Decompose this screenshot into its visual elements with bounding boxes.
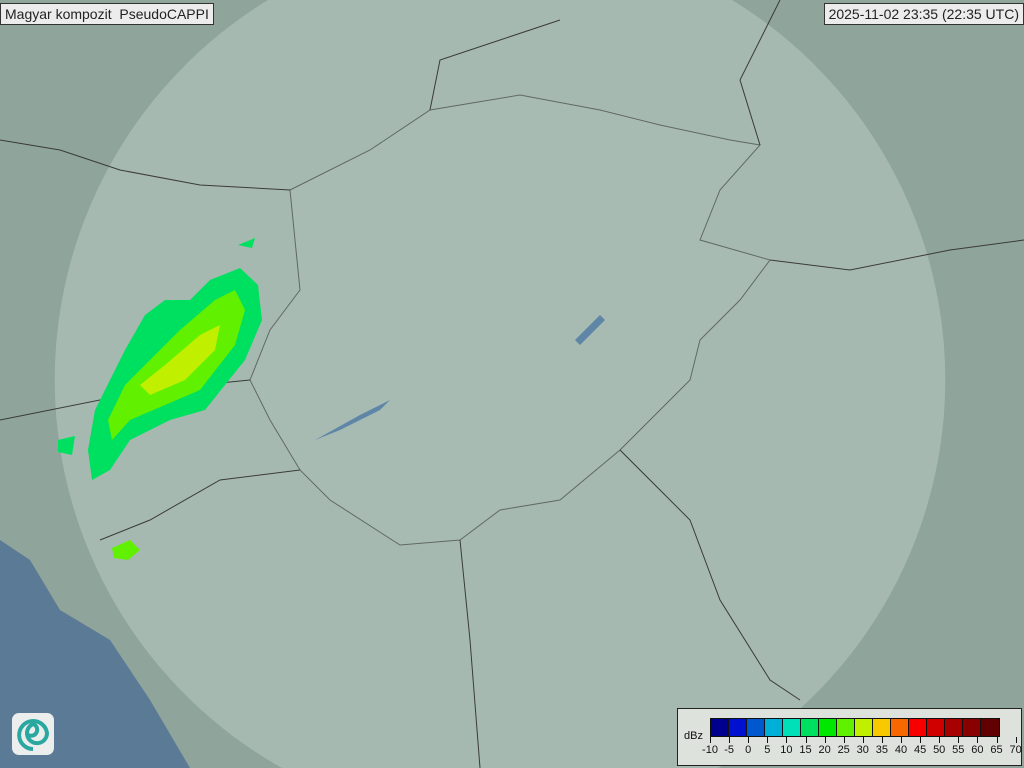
adriatic-sea <box>0 540 190 768</box>
legend-swatch <box>711 719 729 736</box>
legend-swatch <box>837 719 855 736</box>
legend-tick-label: 30 <box>856 744 869 756</box>
legend-swatch <box>855 719 873 736</box>
dbz-legend: dBz -10 -5 0 5 10 15 20 25 30 35 40 45 50 55 60 65 70 <box>677 708 1022 766</box>
legend-swatch <box>927 719 945 736</box>
timestamp: 2025-11-02 23:35 (22:35 UTC) <box>823 3 1024 25</box>
legend-tick-mark <box>920 737 922 743</box>
legend-tick-mark <box>977 737 979 743</box>
legend-tick-label: 10 <box>780 744 793 756</box>
product-title: Magyar kompozit PseudoCAPPI <box>0 3 214 25</box>
legend-swatch <box>819 719 837 736</box>
legend-tick-mark <box>1015 737 1017 743</box>
legend-swatch <box>891 719 909 736</box>
echo-cell-north <box>238 238 255 248</box>
legend-tick-label: -5 <box>724 744 734 756</box>
legend-tick-label: 50 <box>933 744 946 756</box>
lake-tisza <box>575 315 605 345</box>
legend-tick-mark <box>939 737 941 743</box>
legend-swatch <box>765 719 783 736</box>
legend-tick-label: 65 <box>990 744 1003 756</box>
legend-unit: dBz <box>684 730 703 742</box>
hungary-border <box>249 94 771 546</box>
legend-tick-label: 45 <box>913 744 927 756</box>
legend-swatch <box>963 719 981 736</box>
echo-cell-west <box>58 436 75 455</box>
legend-tick-label: 40 <box>894 744 908 756</box>
echo-cell-south <box>112 540 140 560</box>
legend-swatch <box>909 719 927 736</box>
radar-echoes <box>58 238 262 560</box>
legend-ticks: -10 -5 0 5 10 15 20 25 30 35 40 45 50 55 60 65 70 <box>702 737 1022 757</box>
legend-tick-mark <box>881 737 883 743</box>
legend-tick-label: 0 <box>745 744 752 756</box>
legend-swatch <box>981 719 999 736</box>
legend-tick-label: 70 <box>1009 744 1022 756</box>
legend-swatch <box>747 719 765 736</box>
legend-tick-label: 20 <box>818 744 831 756</box>
lake-balaton <box>315 400 390 440</box>
legend-swatch <box>729 719 747 736</box>
legend-tick-mark <box>996 737 998 743</box>
legend-tick-mark <box>901 737 902 743</box>
legend-tick-mark <box>824 737 826 743</box>
legend-tick-label: 35 <box>875 744 889 756</box>
legend-tick-label: 15 <box>799 744 812 756</box>
legend-tick-mark <box>710 737 711 743</box>
legend-tick-mark <box>767 737 769 743</box>
legend-tick-label: 55 <box>952 744 965 756</box>
legend-tick-mark <box>786 737 788 743</box>
legend-tick-mark <box>805 737 807 743</box>
swirl-logo-icon <box>12 713 54 755</box>
echo-area-strong <box>140 325 220 395</box>
legend-swatch <box>873 719 891 736</box>
legend-tick-mark <box>748 737 750 743</box>
legend-tick-label: 25 <box>837 744 850 756</box>
legend-tick-label: -10 <box>702 744 718 756</box>
legend-swatch <box>801 719 819 736</box>
legend-tick-mark <box>958 737 960 743</box>
legend-color-bar <box>710 718 1000 737</box>
legend-tick-mark <box>843 737 845 743</box>
legend-tick-mark <box>729 737 731 743</box>
legend-tick-label: 60 <box>971 744 984 756</box>
legend-tick-label: 5 <box>764 744 771 756</box>
legend-tick-mark <box>862 737 864 743</box>
legend-swatch <box>945 719 963 736</box>
legend-swatch <box>783 719 801 736</box>
